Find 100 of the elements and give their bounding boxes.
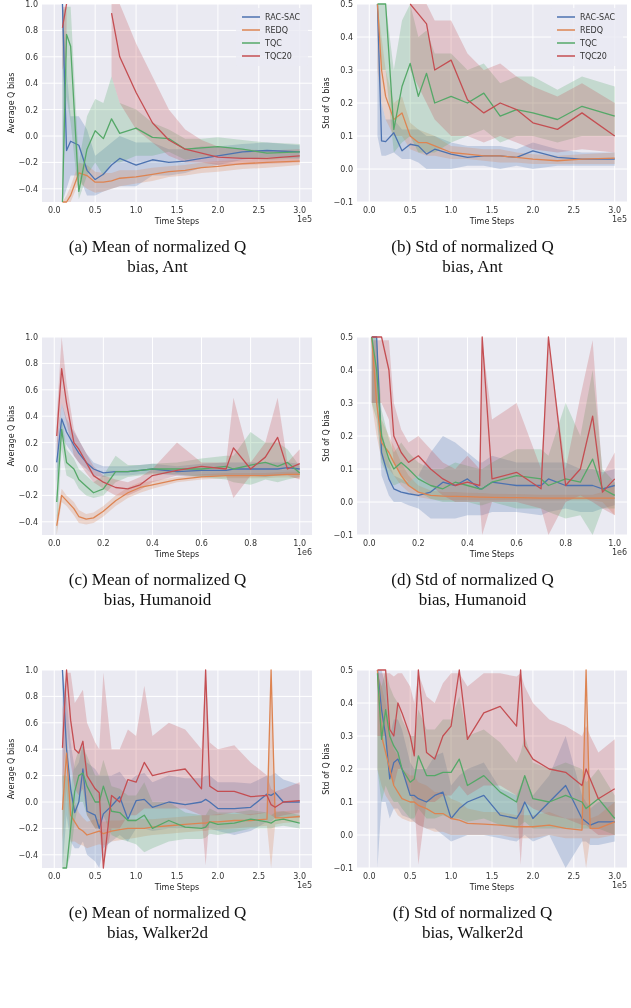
x-tick-label: 2.5 [567,872,581,881]
x-tick-label: 0.0 [362,539,376,548]
x-tick-label: 1.0 [129,872,143,881]
text: (d) Std of normalized Q bias, Humanoid [391,570,554,609]
y-tick-label: 0.0 [340,165,353,174]
x-tick-label: 3.0 [293,206,307,215]
x-tick-label: 0.8 [559,539,572,548]
y-tick-label: −0.1 [333,864,353,873]
text: 1e6 [611,548,627,557]
x-tick-label: 0.5 [88,206,102,215]
y-axis-title: Average Q bias [7,405,16,467]
x-tick-label: 0.5 [403,872,417,881]
y-tick-label: 0.1 [340,132,353,141]
x-tick-label: 2.5 [567,206,581,215]
legend-label: REDQ [265,26,289,35]
y-tick-label: 0.4 [340,366,353,375]
x-tick-label: 1.0 [444,206,458,215]
text: 1e5 [296,881,312,890]
text: 1e5 [611,215,627,224]
y-tick-label: 0.4 [340,699,353,708]
y-tick-label: 0.5 [340,0,353,9]
x-tick-label: 1.0 [129,206,143,215]
x-tick-label: 0.0 [362,872,376,881]
legend-label: RAC-SAC [265,13,301,22]
y-tick-label: 0.5 [340,333,353,342]
text: (c) Mean of normalized Q bias, Humanoid [68,570,247,609]
x-tick-label: 0.4 [461,539,474,548]
x-tick-label: 1.5 [485,872,499,881]
x-tick-label: 2.0 [211,872,225,881]
y-tick-label: 0.8 [25,26,38,36]
x-tick-label: 1.5 [170,872,184,881]
x-tick-label: 2.0 [526,206,540,215]
text: 1e5 [296,215,312,224]
y-tick-label: 0.2 [25,438,38,448]
x-axis-title: Time Steps [468,550,515,559]
x-tick-label: 3.0 [293,872,307,881]
line-series [61,33,301,203]
x-tick-label: 0.2 [412,539,425,548]
x-tick-label: 2.5 [252,872,266,881]
y-tick-label: −0.2 [18,158,38,168]
y-axis-title: Average Q bias [7,72,16,134]
x-axis-title: Time Steps [153,883,200,892]
x-axis-title: Time Steps [153,550,200,559]
y-tick-label: 1.0 [25,333,38,342]
y-tick-label: 0.3 [340,399,353,408]
y-tick-label: −0.4 [18,517,38,527]
y-tick-label: 0.4 [25,79,38,89]
x-tick-label: 2.0 [526,872,540,881]
y-tick-label: 0.2 [340,432,353,441]
text: (a) Mean of normalized Q bias, Ant [68,237,247,276]
x-tick-label: 1.5 [170,206,184,215]
y-tick-label: 0.2 [340,765,353,774]
y-tick-label: −0.2 [18,824,38,834]
text: 1e6 [296,548,312,557]
y-axis-title: Std of Q bias [322,77,331,129]
y-tick-label: 0.1 [340,798,353,807]
y-tick-label: −0.1 [333,531,353,540]
x-axis-title: Time Steps [468,217,515,226]
legend-label: TQC [579,39,598,48]
text: (e) Mean of normalized Q bias, Walker2d [68,903,247,942]
y-tick-label: 0.0 [25,465,38,474]
legend-label: TQC [264,39,283,48]
y-tick-label: −0.2 [18,491,38,501]
line-series [61,772,301,869]
y-tick-label: 0.6 [25,385,38,395]
x-tick-label: 2.5 [252,206,266,215]
y-tick-label: −0.1 [333,198,353,207]
line-series [56,473,301,527]
text: (f) Std of normalized Q bias, Walker2d [392,903,553,942]
x-tick-label: 0.0 [47,539,61,548]
y-tick-label: 0.3 [340,66,353,75]
x-tick-label: 1.0 [608,539,622,548]
legend-label: REDQ [580,26,604,35]
x-axis-title: Time Steps [468,883,515,892]
y-tick-label: −0.4 [18,184,38,194]
x-tick-label: 1.0 [293,539,307,548]
x-tick-label: 0.0 [362,206,376,215]
x-tick-label: 3.0 [608,206,622,215]
legend-label: RAC-SAC [580,13,616,22]
x-tick-label: 3.0 [608,872,622,881]
y-tick-label: 0.4 [340,33,353,42]
x-axis-title: Time Steps [153,217,200,226]
x-tick-label: 0.4 [146,539,159,548]
x-tick-label: 0.5 [403,206,417,215]
x-tick-label: 0.0 [47,872,61,881]
x-tick-label: 0.5 [88,872,102,881]
legend-label: TQC20 [579,52,607,61]
text: 1e5 [611,881,627,890]
y-tick-label: 0.3 [340,732,353,741]
line-series [376,3,616,131]
x-tick-label: 0.8 [244,539,257,548]
y-tick-label: 0.8 [25,359,38,369]
y-tick-label: 0.0 [340,831,353,840]
y-tick-label: 0.8 [25,692,38,702]
y-tick-label: 0.1 [340,465,353,474]
x-tick-label: 0.6 [195,539,208,548]
x-tick-label: 0.2 [97,539,110,548]
y-tick-label: 1.0 [25,666,38,675]
y-tick-label: 0.0 [25,798,38,807]
x-tick-label: 0.0 [47,206,61,215]
